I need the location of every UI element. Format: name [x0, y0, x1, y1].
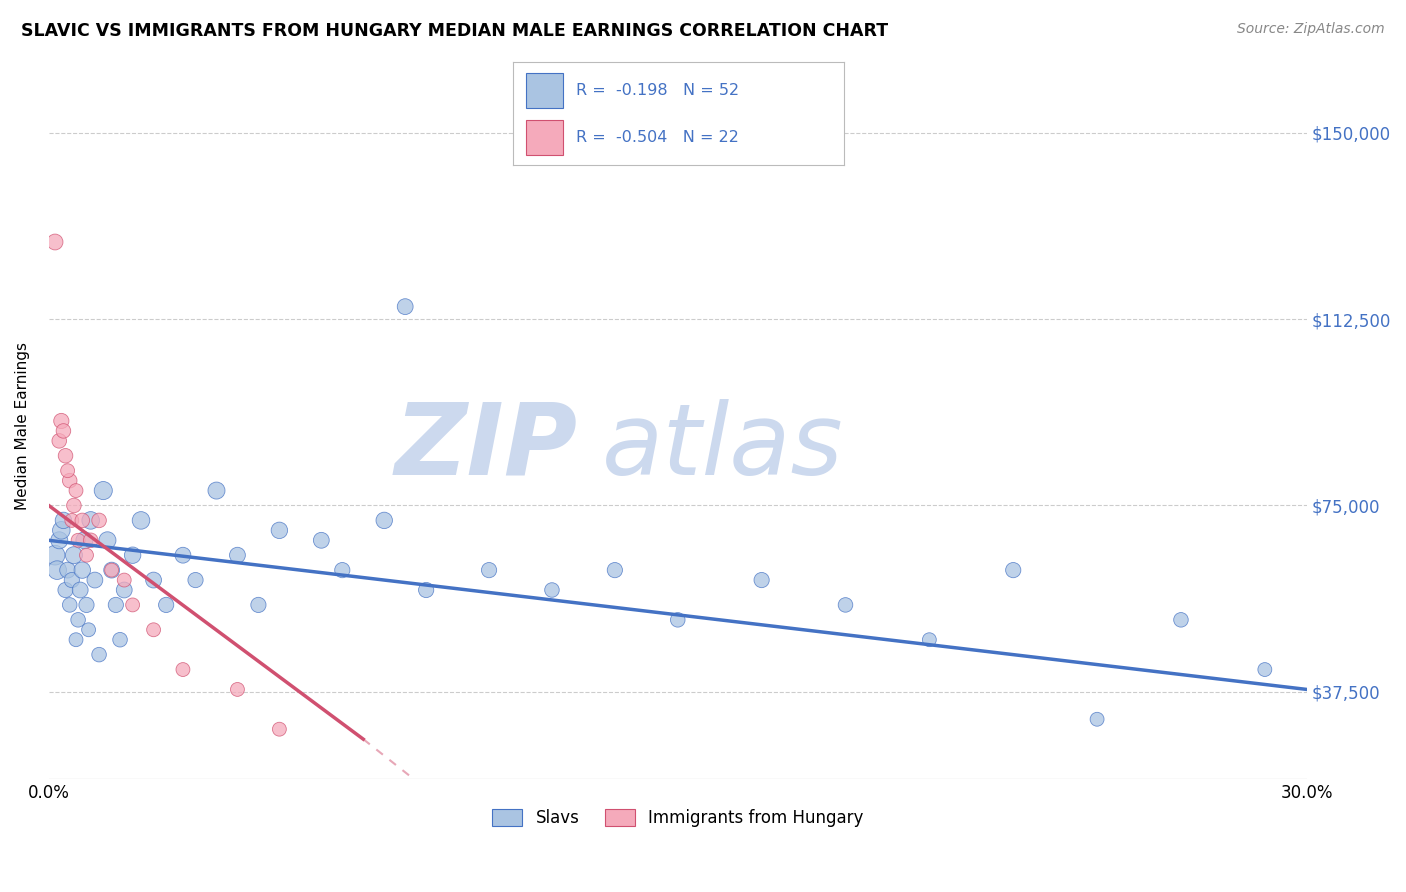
Point — [46, 563, 69, 577]
Point — [96, 533, 118, 548]
Point — [112, 573, 135, 587]
Point — [311, 533, 333, 548]
Point — [155, 598, 177, 612]
Point — [142, 573, 165, 587]
Point — [60, 513, 83, 527]
Point — [394, 300, 416, 314]
Point — [666, 613, 689, 627]
Point — [1085, 712, 1108, 726]
Point — [55, 582, 77, 597]
Point — [834, 598, 856, 612]
Point — [1002, 563, 1025, 577]
Text: SLAVIC VS IMMIGRANTS FROM HUNGARY MEDIAN MALE EARNINGS CORRELATION CHART: SLAVIC VS IMMIGRANTS FROM HUNGARY MEDIAN… — [21, 22, 889, 40]
Point — [76, 598, 98, 612]
Point — [87, 513, 110, 527]
Point — [67, 533, 90, 548]
Text: R =  -0.504   N = 22: R = -0.504 N = 22 — [576, 130, 738, 145]
Point — [541, 582, 564, 597]
Point — [79, 533, 101, 548]
Point — [52, 424, 75, 438]
Legend: Slavs, Immigrants from Hungary: Slavs, Immigrants from Hungary — [485, 803, 870, 834]
Point — [108, 632, 131, 647]
Text: R =  -0.198   N = 52: R = -0.198 N = 52 — [576, 83, 740, 97]
Point — [63, 548, 86, 562]
Point — [121, 598, 143, 612]
Point — [65, 483, 87, 498]
Point — [87, 648, 110, 662]
Point — [415, 582, 437, 597]
Point — [373, 513, 395, 527]
Point — [226, 548, 249, 562]
Point — [1170, 613, 1192, 627]
Point — [56, 464, 79, 478]
Point — [55, 449, 77, 463]
Point — [65, 632, 87, 647]
FancyBboxPatch shape — [526, 73, 562, 108]
Point — [44, 235, 66, 249]
Point — [59, 598, 82, 612]
Point — [269, 722, 291, 736]
Point — [63, 499, 86, 513]
Point — [56, 563, 79, 577]
Point — [51, 524, 73, 538]
Point — [48, 533, 70, 548]
Point — [59, 474, 82, 488]
Point — [60, 573, 83, 587]
Text: ZIP: ZIP — [394, 399, 576, 496]
Point — [72, 513, 94, 527]
Point — [751, 573, 773, 587]
Point — [172, 548, 194, 562]
Point — [247, 598, 270, 612]
Text: atlas: atlas — [602, 399, 844, 496]
Point — [48, 434, 70, 448]
Point — [100, 563, 122, 577]
Point — [918, 632, 941, 647]
Point — [142, 623, 165, 637]
Point — [112, 582, 135, 597]
Point — [226, 682, 249, 697]
FancyBboxPatch shape — [526, 120, 562, 155]
Point — [67, 613, 90, 627]
Point — [44, 548, 66, 562]
Point — [330, 563, 353, 577]
Text: Source: ZipAtlas.com: Source: ZipAtlas.com — [1237, 22, 1385, 37]
Point — [79, 513, 101, 527]
Point — [73, 533, 96, 548]
Point — [77, 623, 100, 637]
Point — [603, 563, 626, 577]
Point — [52, 513, 75, 527]
Point — [269, 524, 291, 538]
Point — [184, 573, 207, 587]
Point — [129, 513, 152, 527]
Point — [1254, 663, 1277, 677]
Point — [69, 582, 91, 597]
Point — [205, 483, 228, 498]
Point — [76, 548, 98, 562]
Point — [172, 663, 194, 677]
Point — [104, 598, 127, 612]
Point — [72, 563, 94, 577]
Point — [100, 563, 122, 577]
Point — [51, 414, 73, 428]
Point — [121, 548, 143, 562]
Point — [478, 563, 501, 577]
Point — [91, 483, 114, 498]
Y-axis label: Median Male Earnings: Median Male Earnings — [15, 342, 30, 510]
Point — [83, 573, 105, 587]
